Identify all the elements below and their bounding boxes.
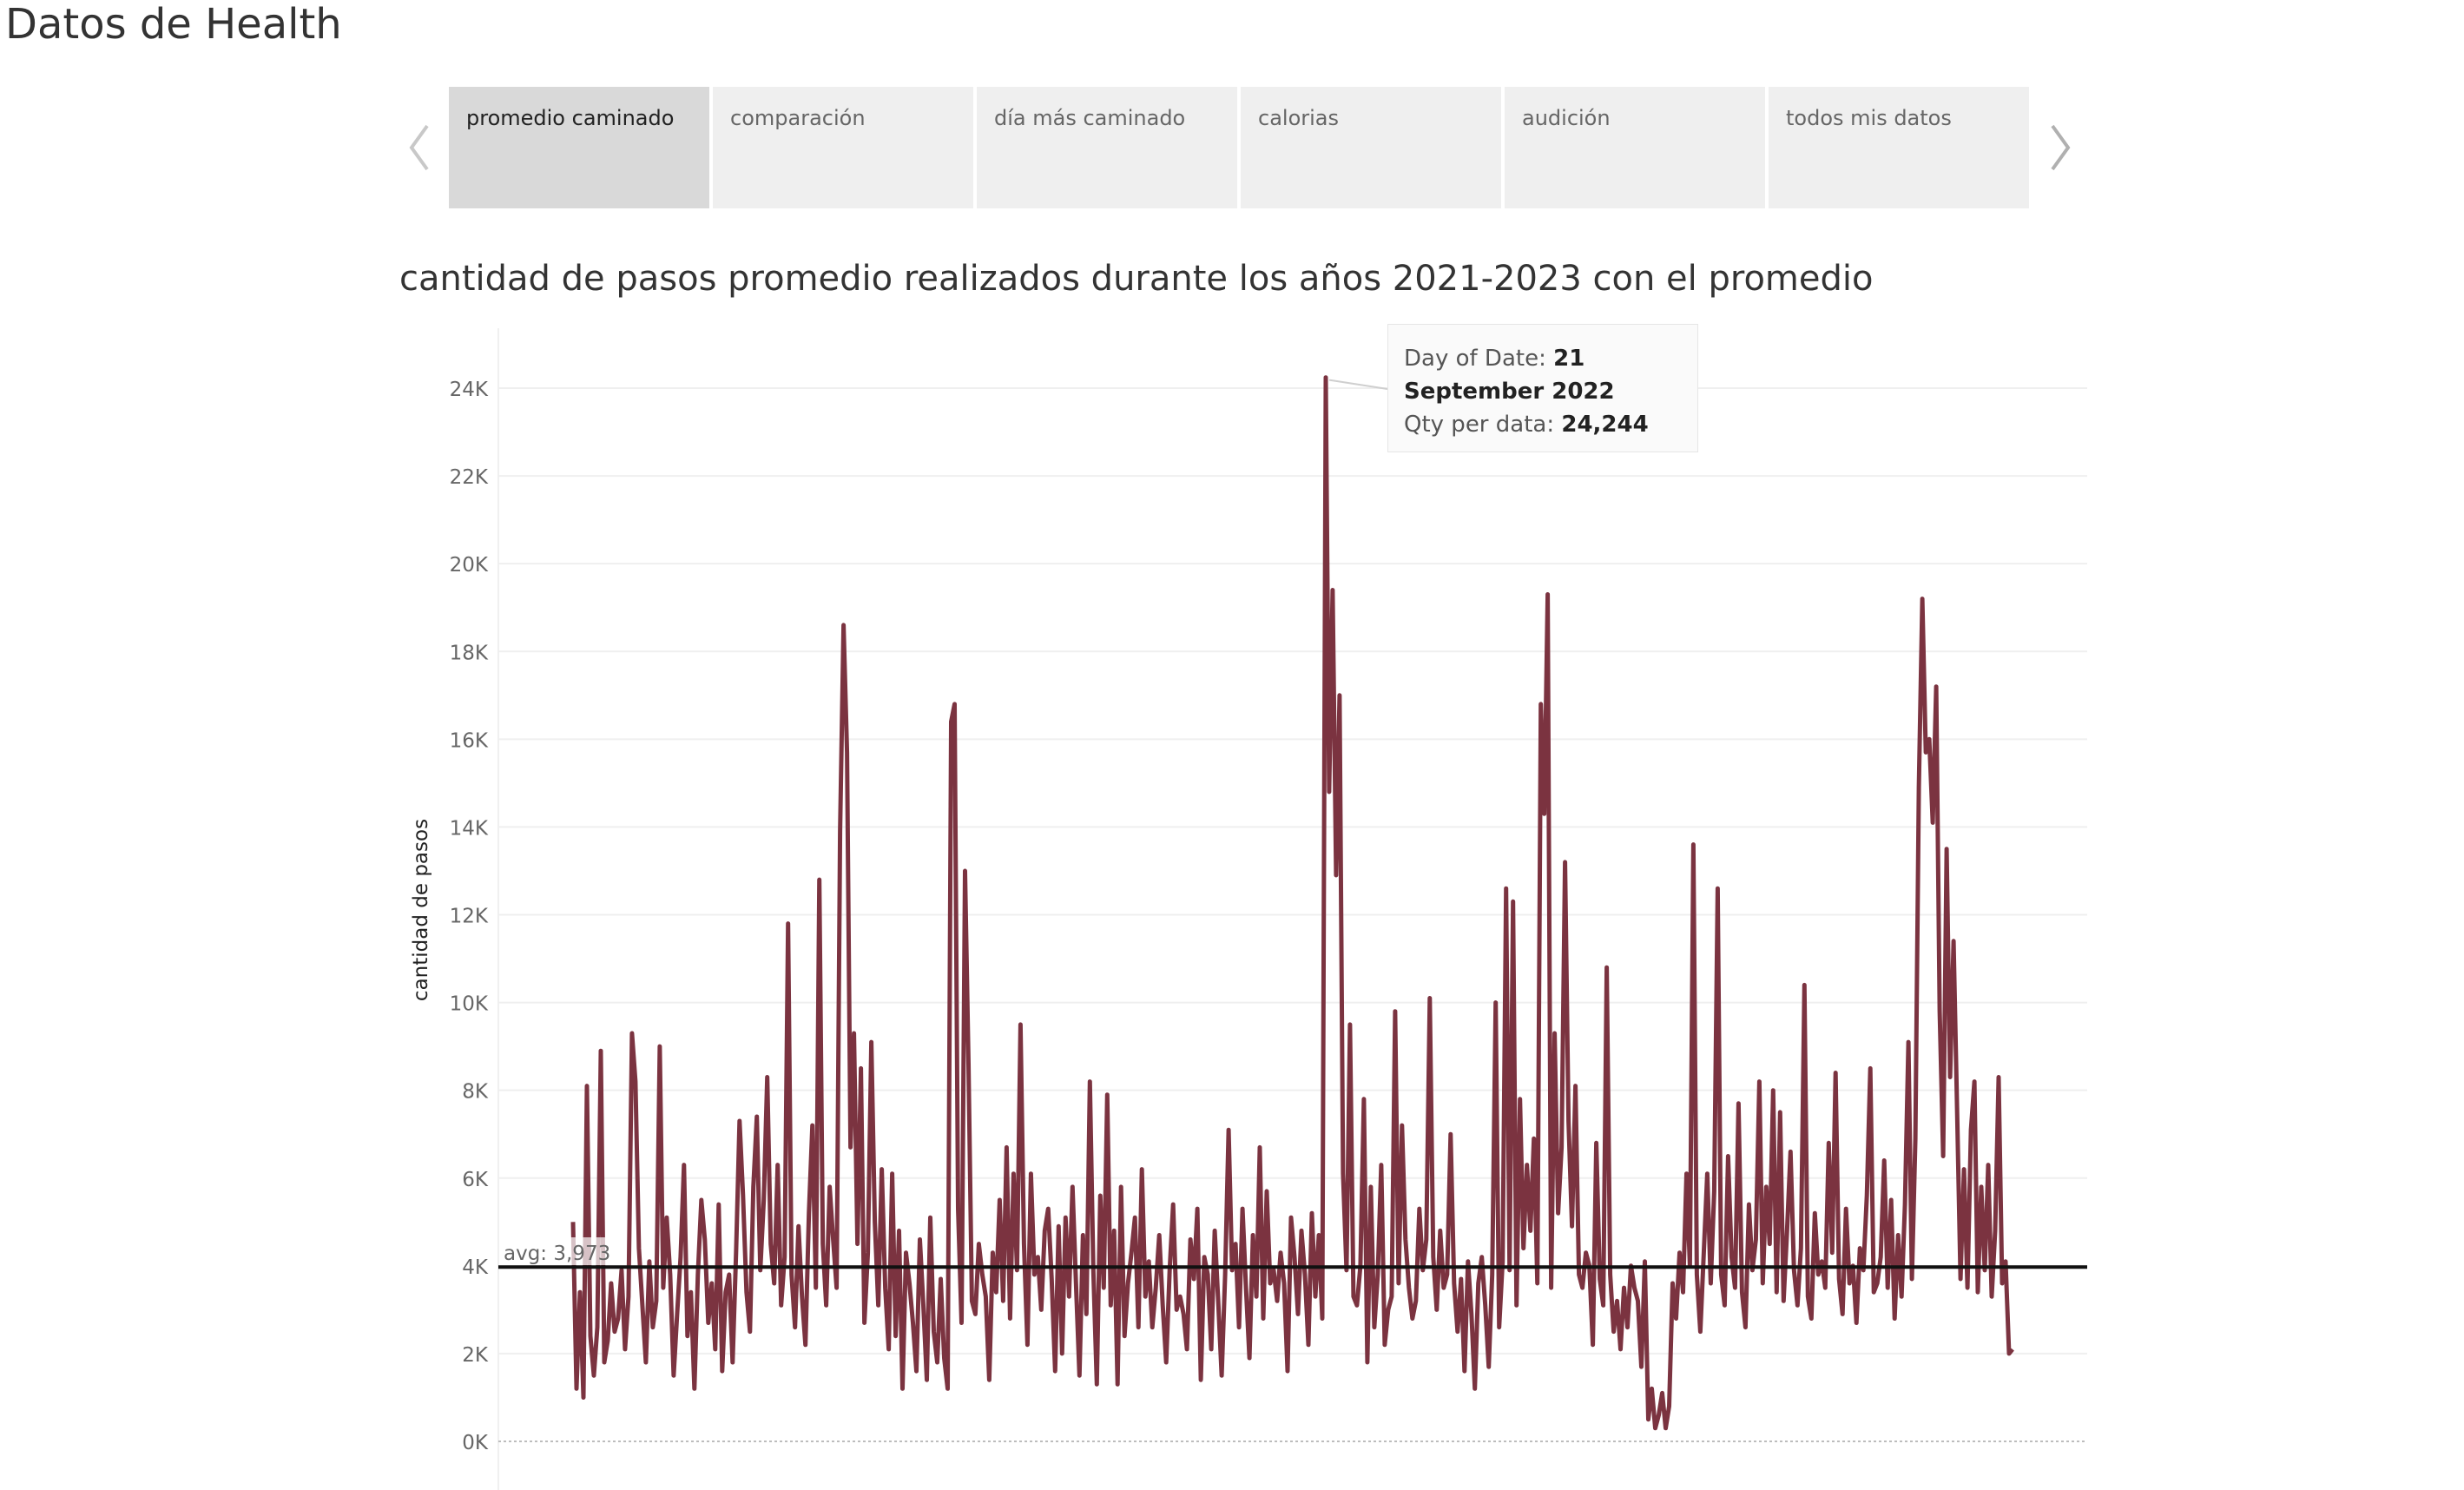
y-tick-label: 18K (450, 642, 489, 664)
tab-scroll-left-button[interactable] (401, 113, 436, 182)
y-tick-label: 20K (450, 554, 489, 577)
y-tick-labels: 0K 2K 4K 6K 8K 10K 12K 14K 16K 18K 20K 22K 24K (450, 379, 489, 1454)
chevron-left-icon (409, 124, 429, 171)
y-tick-label: 24K (450, 379, 489, 401)
y-tick-label: 2K (462, 1344, 489, 1367)
y-tick-label: 8K (462, 1081, 489, 1104)
tab-dia-mas-caminado[interactable]: día más caminado (977, 87, 1237, 208)
y-tick-label: 4K (462, 1256, 489, 1279)
chart-title: cantidad de pasos promedio realizados du… (399, 259, 1874, 299)
series-line[interactable] (570, 375, 2014, 1431)
y-tick-label: 16K (450, 729, 489, 752)
tab-scroll-right-button[interactable] (2044, 113, 2079, 182)
tooltip-date-day: 21 (1553, 346, 1585, 372)
story-tab-bar: promedio caminado comparación día más ca… (449, 87, 2031, 208)
y-tick-label: 0K (462, 1432, 489, 1454)
y-tick-label: 6K (462, 1169, 489, 1191)
chevron-right-icon (2051, 124, 2071, 171)
app-title: Datos de Health (5, 0, 342, 49)
tooltip-qty-value: 24,244 (1561, 412, 1649, 438)
tab-todos-mis-datos[interactable]: todos mis datos (1769, 87, 2029, 208)
tooltip-date-label: Day of Date: (1404, 346, 1554, 372)
y-tick-label: 14K (450, 817, 489, 840)
tab-promedio-caminado[interactable]: promedio caminado (449, 87, 709, 208)
average-label: avg: 3,973 (504, 1243, 610, 1265)
tab-audicion[interactable]: audición (1505, 87, 1765, 208)
y-tick-label: 10K (450, 993, 489, 1016)
tooltip-pointer (1328, 379, 1388, 390)
tooltip-qty-label: Qty per data: (1404, 412, 1562, 438)
tab-comparacion[interactable]: comparación (713, 87, 973, 208)
tooltip: Day of Date: 21 September 2022 Qty per d… (1387, 324, 1698, 452)
average-label-bg (500, 1237, 608, 1265)
tab-calorias[interactable]: calorias (1241, 87, 1501, 208)
tooltip-date-rest: September 2022 (1404, 379, 1615, 405)
y-tick-label: 22K (450, 466, 489, 489)
y-axis-label: cantidad de pasos (410, 819, 432, 1001)
y-tick-label: 12K (450, 906, 489, 928)
